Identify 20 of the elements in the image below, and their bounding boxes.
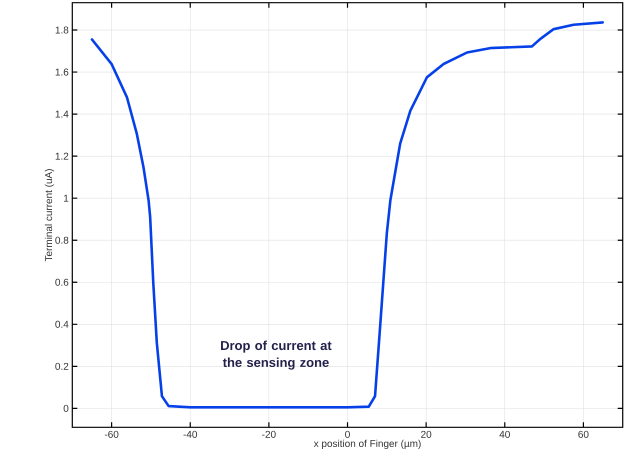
y-tick-label: 1.4: [56, 110, 68, 118]
y-tick-label: 1.8: [56, 26, 68, 34]
y-tick-label: 0.2: [55, 362, 68, 370]
x-tick-label: 20: [421, 430, 432, 438]
x-tick-label: -40: [183, 430, 198, 438]
x-tick-label: -60: [104, 430, 118, 438]
y-tick-label: 1: [64, 194, 68, 202]
x-tick-label: 60: [578, 430, 589, 438]
x-axis-title: x position of Finger (µm): [314, 440, 421, 449]
y-tick-label: 1.2: [56, 152, 68, 160]
annotation: Drop of current at the sensing zone: [221, 340, 332, 370]
x-tick-label: 0: [345, 430, 350, 438]
x-tick-label: -20: [262, 430, 276, 438]
x-tick-label: 40: [499, 430, 510, 438]
y-tick-label: 1.6: [56, 68, 68, 76]
y-tick-label: 0: [64, 404, 68, 412]
y-axis-title: Terminal current (uA): [44, 169, 54, 262]
y-tick-label: 0.4: [55, 320, 68, 328]
y-tick-label: 0.8: [55, 236, 68, 244]
y-tick-label: 0.6: [55, 278, 68, 286]
